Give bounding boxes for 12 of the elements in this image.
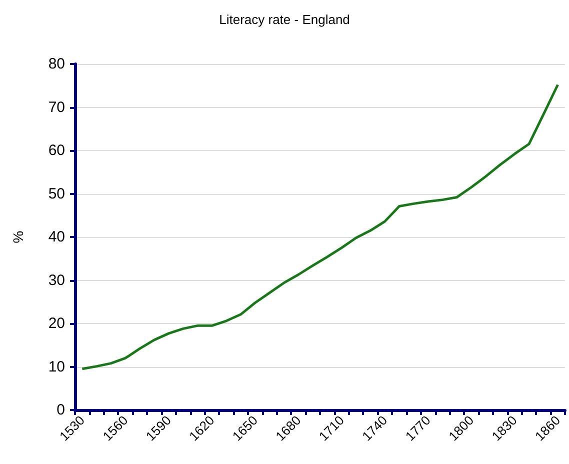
line-series — [80, 84, 560, 370]
y-tick-label: 10 — [48, 358, 65, 376]
y-tick-label: 60 — [48, 142, 65, 159]
y-tick-label: 40 — [48, 228, 65, 246]
y-tick-label: 30 — [48, 272, 65, 289]
y-tick-label: 70 — [48, 98, 65, 116]
y-tick-label: 20 — [48, 315, 65, 332]
chart-title: Literacy rate - England — [219, 12, 350, 27]
y-axis-title: % — [10, 230, 26, 244]
y-tick-label: 50 — [48, 185, 65, 202]
y-tick-label: 0 — [56, 402, 65, 418]
y-tick-label: 80 — [48, 56, 65, 72]
